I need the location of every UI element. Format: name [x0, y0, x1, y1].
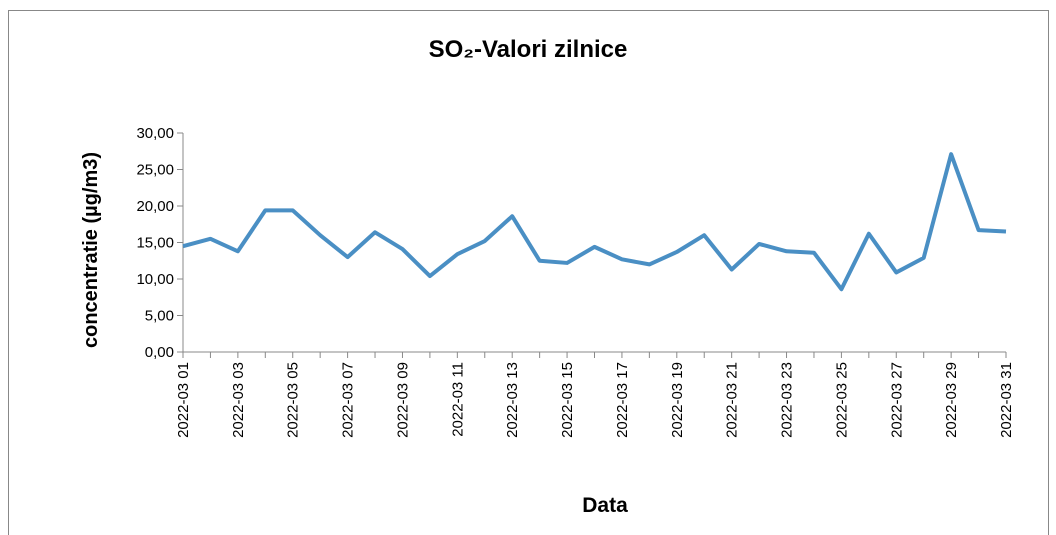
x-tick-label: 2022-03 21	[724, 362, 741, 438]
x-tick-label: 2022-03 15	[559, 362, 576, 438]
y-tick-label: 20,00	[136, 198, 174, 215]
x-tick-label: 2022-03 13	[504, 362, 521, 438]
y-tick-label: 15,00	[136, 235, 174, 252]
x-tick-label: 2022-03 07	[340, 362, 357, 438]
x-tick-label: 2022-03 09	[394, 362, 411, 438]
x-tick-label: 2022-03 19	[669, 362, 686, 438]
y-tick-label: 5,00	[145, 308, 174, 325]
x-tick-label: 2022-03 01	[175, 362, 192, 438]
x-axis-label: Data	[582, 494, 628, 517]
chart-border	[8, 10, 1049, 535]
x-tick-label: 2022-03 31	[998, 362, 1015, 438]
chart-title: SO₂-Valori zilnice	[429, 36, 628, 63]
y-tick-label: 0,00	[145, 344, 174, 361]
y-tick-label: 10,00	[136, 271, 174, 288]
x-tick-label: 2022-03 11	[449, 362, 466, 437]
x-tick-label: 2022-03 29	[943, 362, 960, 438]
x-tick-label: 2022-03 03	[230, 362, 247, 438]
x-tick-label: 2022-03 17	[614, 362, 631, 438]
x-tick-label: 2022-03 27	[888, 362, 905, 438]
y-axis-label: concentratie (µg/m3)	[80, 152, 102, 348]
x-tick-label: 2022-03 25	[833, 362, 850, 438]
x-tick-label: 2022-03 23	[779, 362, 796, 438]
data-line	[182, 152, 1007, 292]
y-tick-label: 30,00	[136, 125, 174, 142]
y-tick-label: 25,00	[136, 162, 174, 179]
x-tick-label: 2022-03 05	[285, 362, 302, 438]
